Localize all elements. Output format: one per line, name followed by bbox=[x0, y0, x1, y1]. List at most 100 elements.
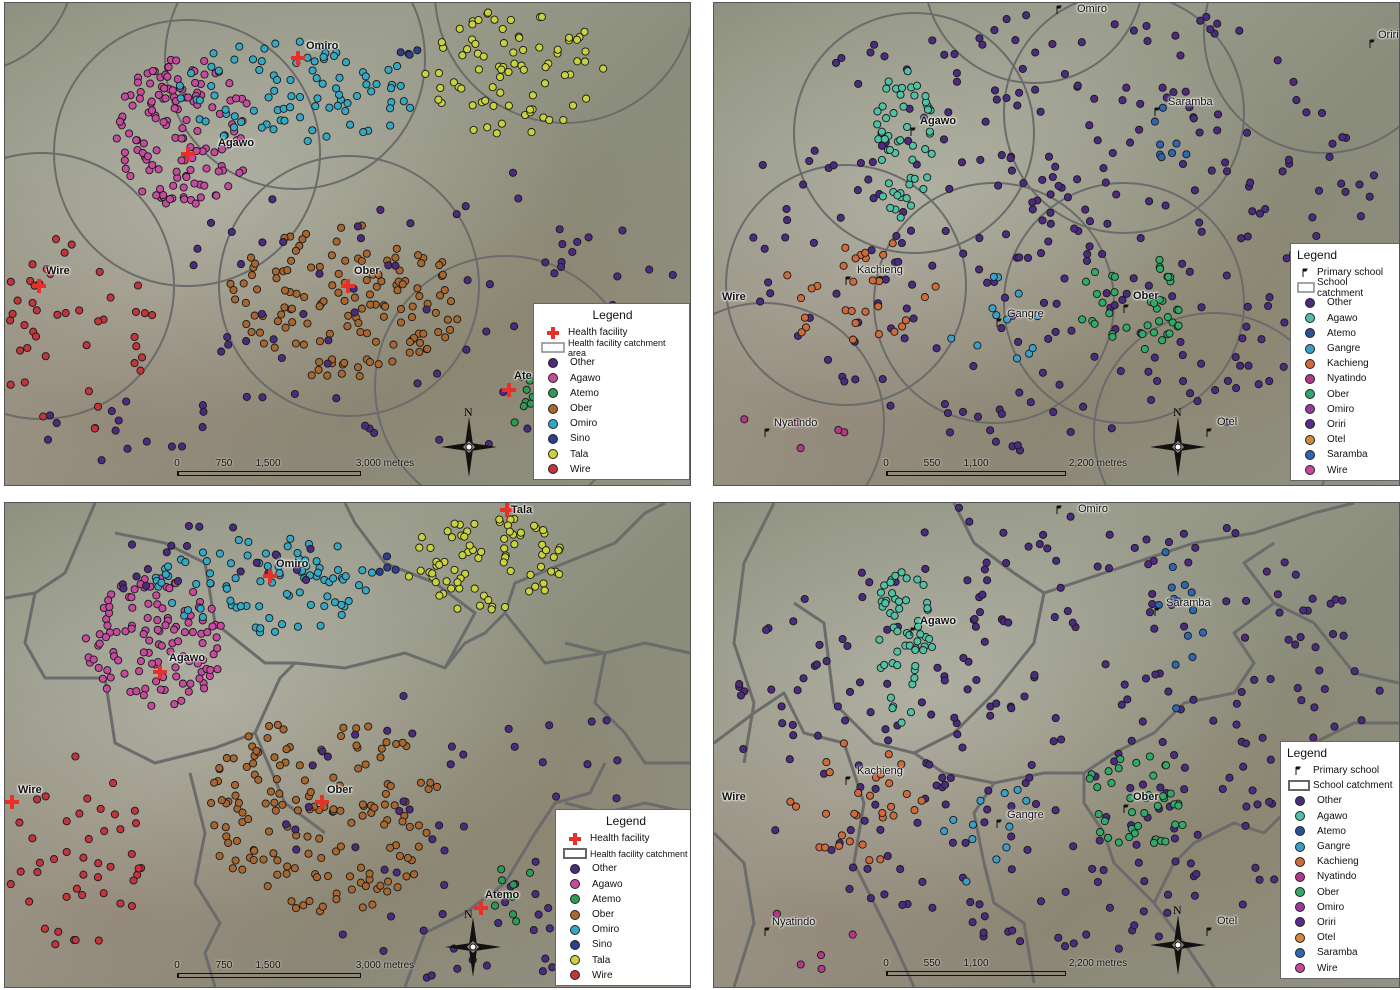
household-point bbox=[234, 798, 243, 807]
household-point bbox=[234, 536, 243, 545]
household-point bbox=[553, 45, 562, 54]
legend-row: Primary school bbox=[1287, 763, 1395, 778]
legend-row: Other bbox=[562, 861, 690, 876]
legend-items: Other Agawo Atemo Gangre Kachieng Nyatindo Obe… bbox=[1287, 793, 1395, 975]
household-point bbox=[1225, 773, 1234, 782]
household-point bbox=[325, 103, 334, 112]
household-point bbox=[1209, 716, 1218, 725]
household-point bbox=[320, 602, 329, 611]
household-point bbox=[1320, 684, 1329, 694]
household-point bbox=[1088, 864, 1097, 873]
household-point bbox=[436, 291, 445, 300]
household-point bbox=[1278, 167, 1287, 176]
household-point bbox=[1139, 907, 1148, 916]
household-point bbox=[132, 136, 141, 145]
household-point bbox=[287, 304, 297, 313]
household-point bbox=[62, 847, 71, 857]
household-point bbox=[1073, 81, 1082, 90]
household-point bbox=[1341, 187, 1350, 196]
household-point bbox=[286, 534, 295, 543]
legend-label: Tala bbox=[592, 954, 611, 966]
household-point bbox=[950, 713, 959, 722]
household-point bbox=[127, 540, 137, 549]
household-point bbox=[242, 337, 251, 346]
household-point bbox=[229, 754, 238, 763]
household-point bbox=[540, 79, 550, 88]
household-point bbox=[184, 93, 193, 102]
household-point bbox=[952, 77, 962, 86]
household-point bbox=[538, 967, 547, 976]
household-point bbox=[236, 567, 245, 576]
household-point bbox=[275, 569, 284, 578]
legend-swatch-icon bbox=[570, 924, 580, 935]
household-point bbox=[463, 45, 472, 54]
legend-swatch-icon bbox=[570, 955, 580, 966]
household-point bbox=[1122, 289, 1131, 298]
household-point bbox=[886, 693, 895, 702]
household-point bbox=[1098, 249, 1107, 259]
household-point bbox=[1291, 570, 1300, 579]
legend-title: Legend bbox=[1287, 746, 1328, 760]
household-point bbox=[785, 755, 794, 764]
legend-row: Omiro bbox=[562, 922, 690, 937]
household-point bbox=[416, 338, 425, 347]
household-point bbox=[89, 655, 98, 664]
legend-swatch-icon bbox=[1305, 343, 1315, 354]
household-point bbox=[345, 872, 355, 881]
household-points bbox=[6, 8, 677, 465]
household-point bbox=[417, 259, 426, 268]
household-point bbox=[180, 195, 189, 204]
household-point bbox=[125, 129, 134, 138]
household-point bbox=[1315, 666, 1324, 675]
household-point bbox=[1110, 288, 1119, 297]
household-point bbox=[315, 262, 324, 271]
household-point bbox=[182, 541, 192, 551]
household-point bbox=[54, 927, 63, 936]
place-label-wire: Wire bbox=[722, 291, 746, 303]
household-point bbox=[143, 613, 152, 623]
household-point bbox=[580, 27, 589, 36]
household-point bbox=[177, 696, 186, 705]
household-point bbox=[362, 276, 371, 285]
legend-swatch-icon bbox=[1295, 856, 1305, 867]
household-point bbox=[815, 640, 824, 649]
household-point bbox=[365, 869, 374, 878]
household-point bbox=[1093, 562, 1102, 571]
household-point bbox=[949, 815, 958, 824]
household-point bbox=[841, 243, 850, 252]
legend-row: Tala bbox=[562, 953, 690, 968]
place-label-agawo: Agawo bbox=[169, 652, 206, 664]
household-point bbox=[1207, 166, 1216, 175]
legend-row: Gangre bbox=[1297, 341, 1395, 356]
household-point bbox=[462, 345, 471, 354]
household-point bbox=[555, 225, 564, 234]
household-point bbox=[1024, 542, 1033, 551]
household-point bbox=[198, 613, 207, 622]
legend-row: Primary school bbox=[1297, 265, 1395, 280]
household-point bbox=[940, 827, 949, 836]
household-point bbox=[855, 678, 865, 687]
household-point bbox=[370, 803, 379, 812]
household-point bbox=[255, 65, 264, 75]
household-point bbox=[242, 762, 251, 771]
household-point bbox=[1375, 686, 1384, 695]
household-point bbox=[538, 758, 547, 767]
household-point bbox=[16, 346, 25, 355]
household-point bbox=[323, 592, 332, 601]
household-point bbox=[1248, 207, 1257, 216]
household-point bbox=[894, 257, 903, 266]
household-point bbox=[323, 371, 332, 380]
household-point bbox=[278, 800, 287, 809]
household-point bbox=[526, 105, 535, 114]
household-point bbox=[1264, 301, 1273, 311]
legend-swatch-icon bbox=[1305, 373, 1315, 384]
household-point bbox=[1104, 833, 1113, 842]
household-point bbox=[133, 281, 143, 290]
household-point bbox=[822, 758, 831, 767]
household-point bbox=[147, 97, 156, 106]
legend-row: Ober bbox=[540, 401, 685, 416]
household-point bbox=[109, 779, 118, 788]
household-point bbox=[351, 730, 360, 739]
household-point bbox=[536, 562, 546, 571]
household-point bbox=[1242, 128, 1252, 137]
